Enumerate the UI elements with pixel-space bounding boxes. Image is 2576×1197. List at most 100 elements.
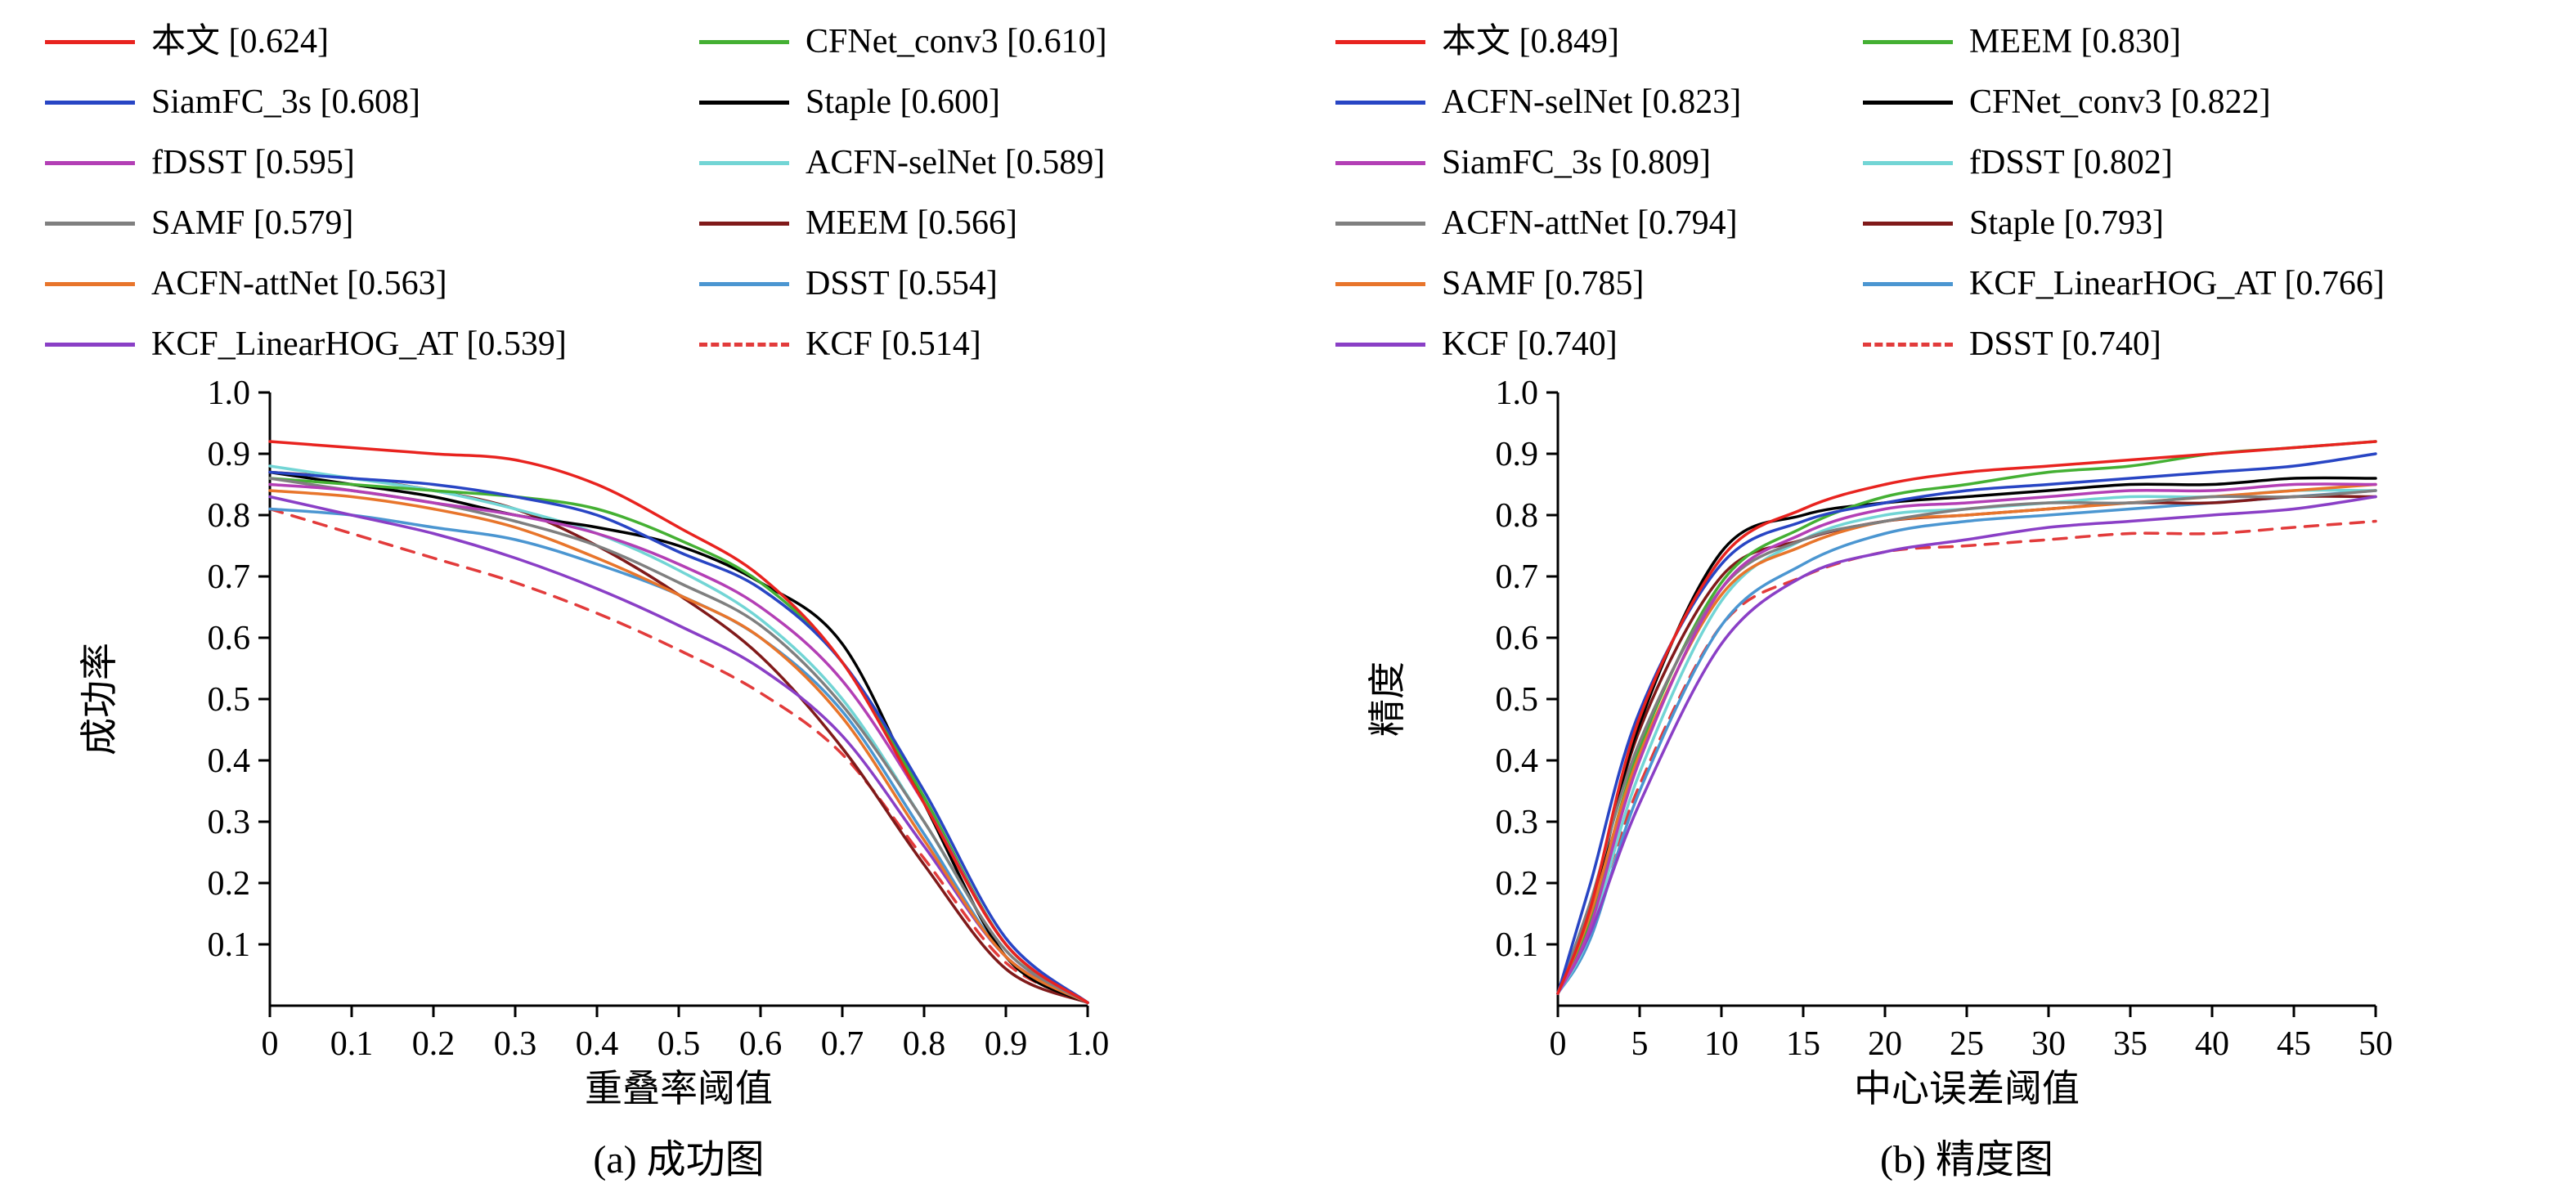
legend-label: SAMF [0.579] bbox=[151, 204, 354, 242]
series-curve-CFNet_conv3 bbox=[1556, 476, 2377, 995]
legend-line-sample bbox=[699, 160, 789, 165]
x-tick-label: 0 bbox=[1550, 1025, 1567, 1063]
x-tick-label: 0.7 bbox=[821, 1025, 864, 1063]
legend-label: Staple [0.793] bbox=[1969, 204, 2164, 242]
legend-item: KCF_LinearHOG_AT [0.766] bbox=[1863, 253, 2385, 314]
y-tick-label: 0.7 bbox=[208, 558, 251, 596]
x-tick-label: 35 bbox=[2113, 1025, 2147, 1063]
success-legend: 本文 [0.624] SiamFC_3s [0.608] fDSST [0.595]… bbox=[45, 11, 1107, 374]
series-curve-ACFN-attNet bbox=[1556, 489, 2377, 995]
series-curve-本文 bbox=[268, 440, 1089, 1005]
legend-label: MEEM [0.566] bbox=[806, 204, 1017, 242]
y-tick-label: 0.6 bbox=[208, 620, 251, 657]
legend-line-sample bbox=[1335, 100, 1425, 105]
legend-line-sample bbox=[1863, 39, 1953, 44]
legend-item: SiamFC_3s [0.809] bbox=[1335, 132, 1863, 193]
legend-label: SiamFC_3s [0.608] bbox=[151, 83, 421, 121]
series-curve-KCF_LinearHOG_AT bbox=[1556, 489, 2377, 995]
legend-line-sample bbox=[45, 281, 135, 286]
legend-line-sample bbox=[1335, 342, 1425, 347]
y-tick-label: 0.8 bbox=[208, 497, 251, 535]
x-tick-label: 20 bbox=[1868, 1025, 1902, 1063]
legend-label: KCF [0.740] bbox=[1442, 325, 1618, 363]
legend-line-sample bbox=[699, 39, 789, 44]
legend-line-sample bbox=[1863, 100, 1953, 105]
series-curve-Staple bbox=[268, 470, 1089, 1005]
legend-label: DSST [0.740] bbox=[1969, 325, 2161, 363]
legend-item: 本文 [0.624] bbox=[45, 11, 699, 72]
legend-line-sample bbox=[699, 281, 789, 286]
series-curve-KCF bbox=[268, 507, 1089, 1005]
success-caption: (a) 成功图 bbox=[593, 1138, 765, 1181]
legend-label: KCF_LinearHOG_AT [0.539] bbox=[151, 325, 567, 363]
y-tick-label: 0.2 bbox=[208, 865, 251, 903]
y-tick-label: 1.0 bbox=[1496, 374, 1539, 412]
series-curve-KCF_LinearHOG_AT bbox=[268, 495, 1089, 1005]
legend-item: CFNet_conv3 [0.822] bbox=[1863, 72, 2385, 132]
precision-plot: 0 5 10 15 20 25 30 35 40 45 50 0.1 0.2 0.3 0.4 0.5 0.6 0.… bbox=[1496, 374, 2394, 1063]
legend-item: SiamFC_3s [0.608] bbox=[45, 72, 699, 132]
series-curve-ACFN-attNet bbox=[268, 489, 1089, 1005]
legend-item: DSST [0.740] bbox=[1863, 314, 2385, 374]
legend-item: KCF [0.740] bbox=[1335, 314, 1863, 374]
legend-item: 本文 [0.849] bbox=[1335, 11, 1863, 72]
x-tick-label: 0.1 bbox=[330, 1025, 374, 1063]
legend-line-sample bbox=[1863, 160, 1953, 165]
legend-item: SAMF [0.579] bbox=[45, 193, 699, 253]
y-tick-label: 0.5 bbox=[1496, 681, 1539, 719]
legend-label: Staple [0.600] bbox=[806, 83, 1000, 121]
x-tick-label: 0.2 bbox=[412, 1025, 456, 1063]
legend-line-sample bbox=[699, 100, 789, 105]
series-curve-SAMF bbox=[1556, 482, 2377, 995]
y-tick-label: 0.1 bbox=[208, 926, 251, 964]
x-tick-label: 0 bbox=[262, 1025, 279, 1063]
x-tick-label: 1.0 bbox=[1066, 1025, 1110, 1063]
legend-line-sample bbox=[45, 221, 135, 226]
legend-label: ACFN-attNet [0.563] bbox=[151, 265, 447, 303]
legend-item: DSST [0.554] bbox=[699, 253, 1107, 314]
y-tick-label: 0.3 bbox=[1496, 804, 1539, 841]
x-tick-label: 0.8 bbox=[903, 1025, 946, 1063]
legend-item: CFNet_conv3 [0.610] bbox=[699, 11, 1107, 72]
legend-item: MEEM [0.830] bbox=[1863, 11, 2385, 72]
success-plot-panel: 本文 [0.624] SiamFC_3s [0.608] fDSST [0.595]… bbox=[45, 11, 1110, 1181]
legend-line-sample bbox=[1335, 39, 1425, 44]
x-tick-label: 0.6 bbox=[739, 1025, 783, 1063]
legend-label: 本文 [0.624] bbox=[151, 23, 329, 61]
legend-label: CFNet_conv3 [0.822] bbox=[1969, 83, 2271, 121]
legend-label: KCF_LinearHOG_AT [0.766] bbox=[1969, 265, 2385, 303]
legend-item: ACFN-selNet [0.823] bbox=[1335, 72, 1863, 132]
series-curve-SiamFC_3s bbox=[268, 470, 1089, 1005]
legend-line-sample bbox=[45, 100, 135, 105]
y-tick-label: 0.2 bbox=[1496, 865, 1539, 903]
y-tick-label: 0.5 bbox=[208, 681, 251, 719]
legend-item: Staple [0.793] bbox=[1863, 193, 2385, 253]
series-curve-SiamFC_3s bbox=[1556, 482, 2377, 995]
precision-plot-panel: 本文 [0.849] ACFN-selNet [0.823] SiamFC_3s [… bbox=[1288, 0, 2576, 1197]
x-tick-label: 45 bbox=[2277, 1025, 2311, 1063]
precision-y-axis-label: 精度 bbox=[1367, 661, 1408, 737]
legend-label: ACFN-selNet [0.589] bbox=[806, 144, 1106, 182]
precision-x-axis-label: 中心误差阈值 bbox=[1854, 1068, 2080, 1110]
x-tick-label: 5 bbox=[1631, 1025, 1649, 1063]
y-tick-label: 0.7 bbox=[1496, 558, 1539, 596]
success-x-axis-label: 重叠率阈值 bbox=[585, 1068, 773, 1110]
legend-label: CFNet_conv3 [0.610] bbox=[806, 23, 1107, 61]
series-curve-DSST bbox=[1556, 519, 2377, 995]
series-curve-KCF bbox=[1556, 495, 2377, 995]
legend-label: SAMF [0.785] bbox=[1442, 265, 1645, 303]
y-tick-label: 0.9 bbox=[208, 436, 251, 473]
legend-item: fDSST [0.595] bbox=[45, 132, 699, 193]
legend-line-sample bbox=[45, 342, 135, 347]
legend-label: 本文 [0.849] bbox=[1442, 23, 1619, 61]
legend-item: ACFN-attNet [0.794] bbox=[1335, 193, 1863, 253]
series-curve-ACFN-selNet bbox=[1556, 452, 2377, 995]
x-tick-label: 0.3 bbox=[494, 1025, 537, 1063]
legend-line-sample bbox=[45, 39, 135, 44]
y-tick-label: 0.8 bbox=[1496, 497, 1539, 535]
legend-item: ACFN-attNet [0.563] bbox=[45, 253, 699, 314]
x-tick-label: 25 bbox=[1950, 1025, 1984, 1063]
legend-item: SAMF [0.785] bbox=[1335, 253, 1863, 314]
x-tick-label: 0.9 bbox=[985, 1025, 1028, 1063]
